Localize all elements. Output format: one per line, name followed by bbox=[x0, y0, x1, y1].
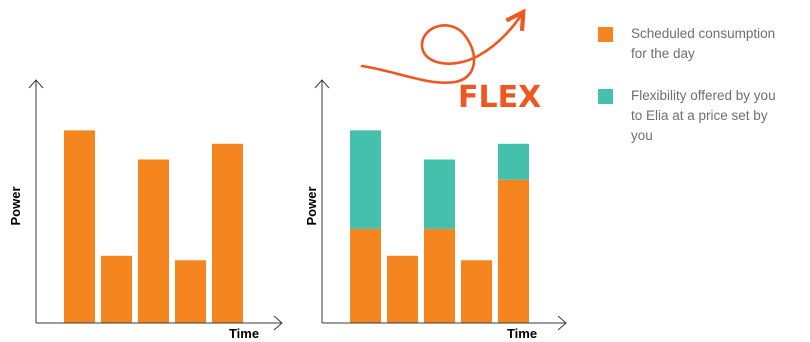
chart-2: Power Time bbox=[304, 79, 567, 341]
legend-line: you bbox=[631, 128, 653, 143]
legend: Scheduled consumption for the day Flexib… bbox=[598, 24, 810, 168]
chart-1-bar-1-segment-1 bbox=[64, 130, 95, 323]
chart-2-x-axis-label: Time bbox=[507, 326, 537, 341]
legend-line: Flexibility offered by you bbox=[631, 88, 776, 103]
chart-1-x-axis-label: Time bbox=[229, 326, 259, 341]
chart-1: Power Time bbox=[8, 79, 283, 341]
chart-2-y-axis-label: Power bbox=[304, 186, 319, 225]
legend-item-scheduled: Scheduled consumption for the day bbox=[598, 24, 810, 64]
chart-2-bar-1-segment-1 bbox=[350, 228, 381, 323]
chart-2-bar-4-segment-1 bbox=[461, 260, 492, 323]
flex-loop-arrow-icon bbox=[360, 8, 526, 84]
chart-1-y-axis-label: Power bbox=[8, 186, 23, 225]
chart-2-x-axis-arrow bbox=[557, 315, 567, 331]
flex-illustration: FLEX bbox=[360, 8, 541, 115]
legend-swatch-scheduled bbox=[598, 27, 613, 42]
legend-line: Scheduled consumption bbox=[631, 26, 776, 41]
chart-2-bar-2-segment-1 bbox=[387, 255, 418, 323]
chart-1-bar-2-segment-1 bbox=[101, 255, 132, 323]
chart-2-bar-5-segment-1 bbox=[498, 179, 529, 323]
chart-1-x-axis-arrow bbox=[273, 315, 283, 331]
chart-2-bar-3-segment-2 bbox=[424, 159, 455, 229]
legend-label-flexibility: Flexibility offered by you to Elia at a … bbox=[631, 86, 776, 146]
legend-line: to Elia at a price set by bbox=[631, 108, 768, 123]
chart-2-bars bbox=[350, 130, 529, 323]
chart-2-bar-5-segment-2 bbox=[498, 143, 529, 180]
chart-1-bar-5-segment-1 bbox=[212, 143, 243, 323]
chart-1-bars bbox=[64, 130, 243, 323]
legend-line: for the day bbox=[631, 46, 695, 61]
chart-1-bar-3-segment-1 bbox=[138, 159, 169, 323]
chart-1-y-axis-arrow bbox=[28, 79, 44, 89]
chart-2-bar-3-segment-1 bbox=[424, 228, 455, 323]
chart-1-bar-4-segment-1 bbox=[175, 260, 206, 323]
legend-swatch-flexibility bbox=[598, 89, 613, 104]
legend-item-flexibility: Flexibility offered by you to Elia at a … bbox=[598, 86, 810, 146]
flex-label: FLEX bbox=[458, 80, 541, 115]
legend-label-scheduled: Scheduled consumption for the day bbox=[631, 24, 775, 64]
chart-2-y-axis-arrow bbox=[314, 79, 330, 89]
chart-2-bar-1-segment-2 bbox=[350, 130, 381, 229]
